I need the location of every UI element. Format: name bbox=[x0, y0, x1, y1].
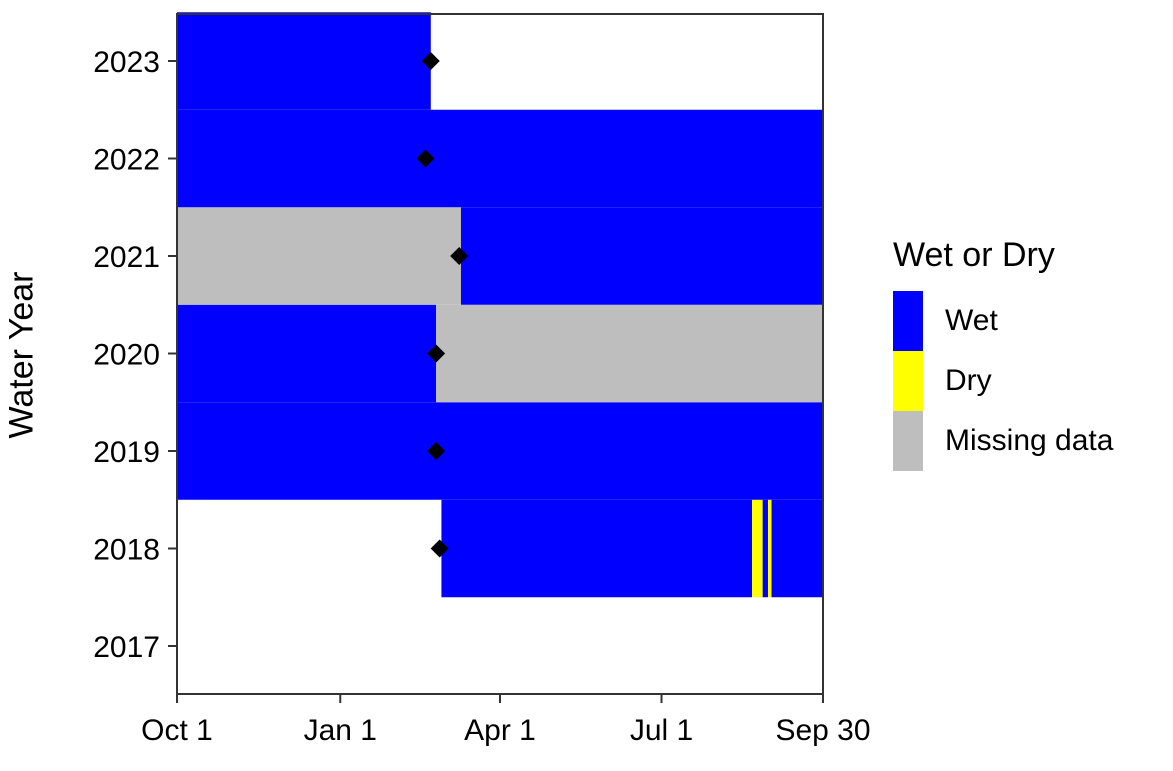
y-tick-label-2021: 2021 bbox=[93, 241, 160, 274]
legend-title: Wet or Dry bbox=[893, 236, 1055, 274]
marker-2019 bbox=[427, 442, 446, 460]
y-tick-label-2017: 2017 bbox=[93, 631, 160, 664]
marker-2020 bbox=[427, 344, 446, 363]
marker-2023 bbox=[421, 52, 440, 70]
legend-key-missing bbox=[893, 411, 923, 471]
x-tick-label-1: Jan 1 bbox=[304, 714, 377, 747]
legend-key-wet bbox=[893, 291, 923, 351]
legend-item-missing: Missing data bbox=[893, 411, 1113, 471]
legend-label-dry: Dry bbox=[945, 364, 992, 397]
segment-2021-wet-9 bbox=[460, 207, 823, 305]
segment-2018-wet-0 bbox=[441, 499, 753, 598]
marker-2021 bbox=[450, 247, 469, 265]
legend-item-dry: Dry bbox=[893, 351, 1113, 411]
y-tick-label-2022: 2022 bbox=[93, 144, 160, 177]
data-segments bbox=[177, 12, 823, 598]
x-tick-label-0: Oct 1 bbox=[141, 714, 213, 747]
segment-2023-wet-11 bbox=[177, 12, 431, 110]
segment-2018-wet-4 bbox=[771, 499, 823, 598]
segment-2018-dry-3 bbox=[767, 499, 772, 598]
segment-2018-dry-1 bbox=[752, 499, 763, 598]
data-markers bbox=[416, 52, 469, 558]
y-tick-label-2019: 2019 bbox=[93, 436, 160, 469]
y-axis-title: Water Year bbox=[2, 271, 41, 439]
segment-2019-wet-5 bbox=[177, 402, 823, 500]
x-tick-label-3: Jul 1 bbox=[630, 714, 693, 747]
x-tick-label-2: Apr 1 bbox=[464, 714, 536, 747]
segment-2020-wet-6 bbox=[177, 304, 437, 403]
marker-2018 bbox=[430, 539, 449, 558]
y-tick-label-2020: 2020 bbox=[93, 339, 160, 372]
marker-2022 bbox=[416, 149, 435, 168]
y-tick-label-2023: 2023 bbox=[93, 46, 160, 79]
y-tick-label-2018: 2018 bbox=[93, 534, 160, 567]
x-axis: Oct 1 Jan 1 Apr 1 Jul 1 Sep 30 bbox=[141, 694, 871, 747]
legend-label-wet: Wet bbox=[945, 304, 998, 337]
legend-item-wet: Wet bbox=[893, 291, 1113, 351]
segment-2020-missing-data-7 bbox=[436, 304, 823, 403]
x-tick-label-4: Sep 30 bbox=[775, 714, 870, 747]
legend-key-dry bbox=[893, 351, 923, 411]
legend: Wet or Dry Wet Dry Missing data bbox=[893, 236, 1113, 471]
segment-2022-wet-10 bbox=[177, 109, 823, 208]
legend-label-missing: Missing data bbox=[945, 424, 1114, 457]
y-axis: 2017 2018 2019 2020 2021 2022 2023 bbox=[93, 46, 177, 664]
segment-2018-wet-2 bbox=[762, 499, 768, 598]
segment-2021-missing-data-8 bbox=[177, 207, 461, 305]
